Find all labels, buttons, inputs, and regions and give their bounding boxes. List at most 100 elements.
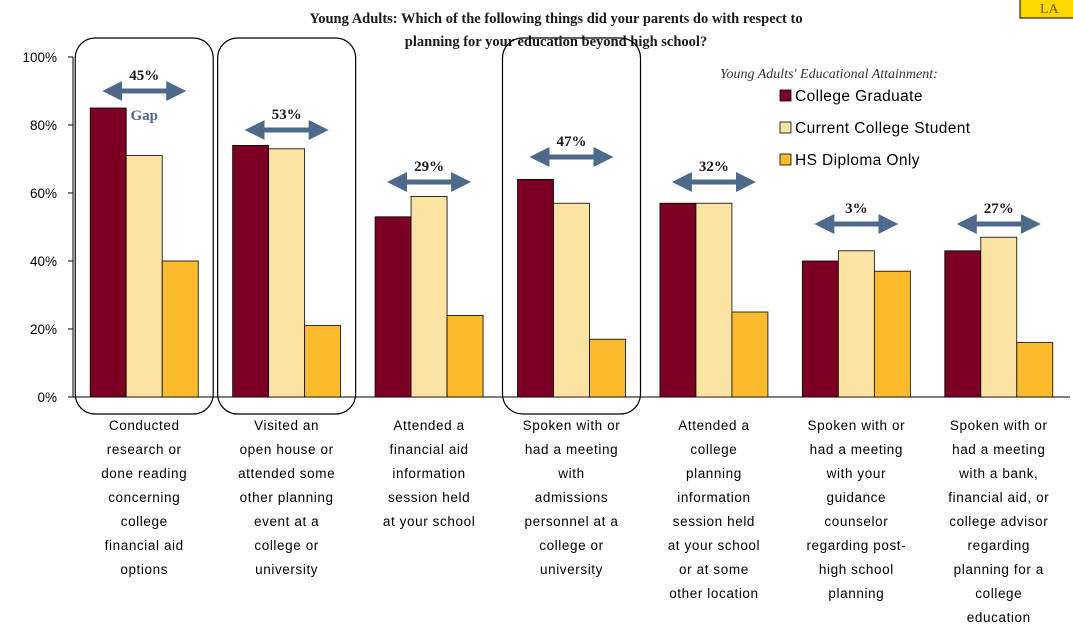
legend-swatch xyxy=(779,121,792,134)
category-label-line: had a meeting xyxy=(525,442,618,457)
category-label-line: planning for a xyxy=(954,562,1044,577)
category-label-line: college xyxy=(975,586,1022,601)
y-tick-label: 60% xyxy=(30,186,57,201)
category-label-line: college xyxy=(121,514,168,529)
bar-hs-diploma-only xyxy=(446,314,484,398)
category-label-line: Spoken with or xyxy=(950,418,1048,433)
category-label-line: Spoken with or xyxy=(808,418,906,433)
bar-current-college-student xyxy=(553,202,590,398)
category-label-line: counselor xyxy=(824,514,888,529)
category-label-line: guidance xyxy=(827,490,887,505)
category-label-line: options xyxy=(120,562,168,577)
highlight-box xyxy=(74,37,214,415)
legend-swatch xyxy=(779,89,792,102)
bar-college-graduate xyxy=(517,178,554,398)
legend-title: Young Adults' Educational Attainment: xyxy=(720,67,938,82)
y-tick-label: 0% xyxy=(37,390,57,405)
category-label-line: event at a xyxy=(254,514,319,529)
legend-label: College Graduate xyxy=(795,88,923,105)
highlight-box xyxy=(501,37,642,415)
bar-college-graduate xyxy=(232,144,270,398)
category-label-line: financial aid, or xyxy=(948,490,1049,505)
bar-college-graduate xyxy=(801,260,839,398)
category-label-line: college advisor xyxy=(949,514,1048,529)
category-label-line: with xyxy=(557,466,584,481)
bar-hs-diploma-only xyxy=(304,325,342,398)
category-label-line: open house or xyxy=(240,442,334,457)
chart-title-line-1: Young Adults: Which of the following thi… xyxy=(309,11,802,27)
category-label-line: planning xyxy=(686,466,742,481)
legend-label: HS Diploma Only xyxy=(795,152,920,169)
y-tick-label: 100% xyxy=(22,50,57,65)
bars xyxy=(89,107,1054,398)
bar-hs-diploma-only xyxy=(731,311,769,398)
bar-college-graduate xyxy=(944,250,982,398)
category-label-line: regarding post- xyxy=(806,538,906,553)
legend-label: Current College Student xyxy=(795,120,971,137)
category-label-line: information xyxy=(392,466,465,481)
chart-title-line-2: planning for your education beyond high … xyxy=(405,34,707,50)
legend: Young Adults' Educational Attainment: Col… xyxy=(720,67,971,169)
gap-annotations: 45% 53% 29% 47% 32% 3% 27% Gap xyxy=(102,68,1041,234)
gap-label: 27% xyxy=(984,201,1014,217)
bar-current-college-student xyxy=(695,202,733,398)
category-label-line: session held xyxy=(388,490,470,505)
category-label-line: other planning xyxy=(240,490,334,505)
bar-hs-diploma-only xyxy=(589,338,626,398)
bar-current-college-student xyxy=(125,155,163,398)
category-label-line: university xyxy=(540,562,603,577)
bar-current-college-student xyxy=(837,250,875,398)
bar-college-graduate xyxy=(659,202,697,398)
bar-current-college-student xyxy=(410,195,448,398)
bar-college-graduate xyxy=(89,107,127,398)
category-label-line: information xyxy=(677,490,750,505)
bar-college-graduate xyxy=(374,216,412,398)
category-label-line: Conducted xyxy=(109,418,180,433)
category-label-line: financial aid xyxy=(390,442,469,457)
category-label-line: with your xyxy=(826,466,886,481)
gap-label: 45% xyxy=(129,68,159,84)
category-label-line: session held xyxy=(673,514,755,529)
category-label-line: other location xyxy=(669,586,758,601)
gap-label: 29% xyxy=(414,159,444,175)
category-label-line: planning xyxy=(828,586,884,601)
category-label-line: Visited an xyxy=(254,418,319,433)
y-tick-label: 80% xyxy=(30,118,57,133)
highlight-boxes xyxy=(74,37,642,415)
category-label-line: personnel at a xyxy=(525,514,619,529)
gap-label: 32% xyxy=(699,159,729,175)
category-label-line: at your school xyxy=(668,538,760,553)
category-label-line: research or xyxy=(107,442,182,457)
category-label-line: college or xyxy=(539,538,604,553)
y-tick-label: 20% xyxy=(30,322,57,337)
category-label-line: at your school xyxy=(383,514,475,529)
gap-label: 53% xyxy=(272,107,302,123)
category-label-line: Attended a xyxy=(393,418,464,433)
category-label-line: Spoken with or xyxy=(523,418,621,433)
category-label-line: concerning xyxy=(108,490,180,505)
gap-label: 3% xyxy=(845,201,868,217)
y-tick-label: 40% xyxy=(30,254,57,269)
category-label-line: or at some xyxy=(679,562,749,577)
category-label-line: had a meeting xyxy=(810,442,903,457)
corner-tag-text: LA xyxy=(1040,2,1060,17)
bar-hs-diploma-only xyxy=(1016,342,1054,398)
category-label-line: Attended a xyxy=(678,418,749,433)
legend-swatch xyxy=(779,153,792,166)
category-label-line: financial aid xyxy=(105,538,184,553)
bar-current-college-student xyxy=(980,236,1018,398)
category-label-line: regarding xyxy=(968,538,1030,553)
category-label-line: done reading xyxy=(101,466,187,481)
bar-hs-diploma-only xyxy=(873,270,911,398)
category-label-line: education xyxy=(967,610,1031,625)
category-label-line: with a bank, xyxy=(958,466,1038,481)
category-label-line: admissions xyxy=(535,490,609,505)
bar-current-college-student xyxy=(268,148,306,398)
category-label-line: university xyxy=(255,562,318,577)
category-label-line: attended some xyxy=(238,466,335,481)
gap-word: Gap xyxy=(130,108,158,124)
category-label-line: high school xyxy=(819,562,894,577)
bar-hs-diploma-only xyxy=(161,260,199,398)
category-label-line: had a meeting xyxy=(952,442,1045,457)
